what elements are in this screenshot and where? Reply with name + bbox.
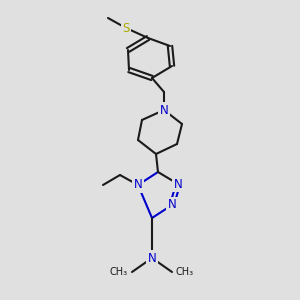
Text: CH₃: CH₃	[110, 267, 128, 277]
Text: CH₃: CH₃	[176, 267, 194, 277]
Text: N: N	[174, 178, 182, 190]
Text: N: N	[134, 178, 142, 191]
Text: N: N	[160, 103, 168, 116]
Text: S: S	[122, 22, 130, 34]
Text: N: N	[168, 199, 176, 212]
Text: N: N	[148, 251, 156, 265]
